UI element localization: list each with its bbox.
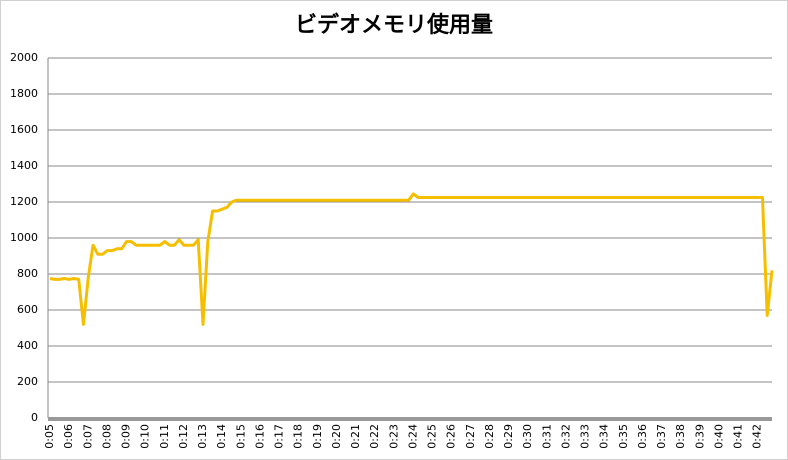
y-tick-label: 1400 xyxy=(10,159,38,172)
y-tick-label: 0 xyxy=(31,411,38,424)
x-tick-label: 0:14 xyxy=(215,424,228,449)
x-tick-label: 0:41 xyxy=(732,424,745,449)
x-tick-label: 0:20 xyxy=(330,424,343,449)
chart-title: ビデオメモリ使用量 xyxy=(295,12,493,38)
x-tick-label: 0:17 xyxy=(273,424,286,449)
x-tick-label: 0:27 xyxy=(464,424,477,449)
x-tick-label: 0:08 xyxy=(100,424,113,449)
x-tick-label: 0:18 xyxy=(292,424,305,449)
x-tick-label: 0:05 xyxy=(43,424,56,449)
x-tick-label: 0:35 xyxy=(617,424,630,449)
x-tick-label: 0:11 xyxy=(158,424,171,449)
x-tick-label: 0:29 xyxy=(502,424,515,449)
x-tick-label: 0:37 xyxy=(655,424,668,449)
y-tick-label: 600 xyxy=(17,303,38,316)
y-tick-label: 1600 xyxy=(10,123,38,136)
x-tick-label: 0:10 xyxy=(139,424,152,449)
y-tick-label: 2000 xyxy=(10,51,38,64)
x-tick-label: 0:40 xyxy=(712,424,725,449)
x-tick-label: 0:42 xyxy=(751,424,764,449)
x-tick-label: 0:12 xyxy=(177,424,190,449)
y-tick-label: 200 xyxy=(17,375,38,388)
x-tick-label: 0:06 xyxy=(62,424,75,449)
y-tick-label: 800 xyxy=(17,267,38,280)
x-tick-label: 0:39 xyxy=(693,424,706,449)
x-tick-label: 0:15 xyxy=(234,424,247,449)
x-tick-label: 0:31 xyxy=(540,424,553,449)
x-tick-label: 0:25 xyxy=(426,424,439,449)
x-tick-label: 0:30 xyxy=(521,424,534,449)
x-tick-label: 0:28 xyxy=(483,424,496,449)
y-tick-label: 1000 xyxy=(10,231,38,244)
y-tick-label: 1800 xyxy=(10,87,38,100)
x-tick-label: 0:16 xyxy=(253,424,266,449)
x-tick-label: 0:09 xyxy=(120,424,133,449)
line-series xyxy=(49,192,774,326)
x-tick-label: 0:19 xyxy=(311,424,324,449)
x-axis xyxy=(48,417,772,421)
x-tick-label: 0:32 xyxy=(559,424,572,449)
x-tick-label: 0:07 xyxy=(81,424,94,449)
x-tick-label: 0:24 xyxy=(406,424,419,449)
x-tick-label: 0:36 xyxy=(636,424,649,449)
x-tick-label: 0:23 xyxy=(387,424,400,449)
x-tick-label: 0:21 xyxy=(349,424,362,449)
x-tick-label: 0:26 xyxy=(445,424,458,449)
y-tick-label: 1200 xyxy=(10,195,38,208)
x-tick-label: 0:33 xyxy=(579,424,592,449)
x-tick-label: 0:38 xyxy=(674,424,687,449)
y-tick-label: 400 xyxy=(17,339,38,352)
x-tick-label: 0:13 xyxy=(196,424,209,449)
x-tick-label: 0:34 xyxy=(598,424,611,449)
x-tick-label: 0:22 xyxy=(368,424,381,449)
